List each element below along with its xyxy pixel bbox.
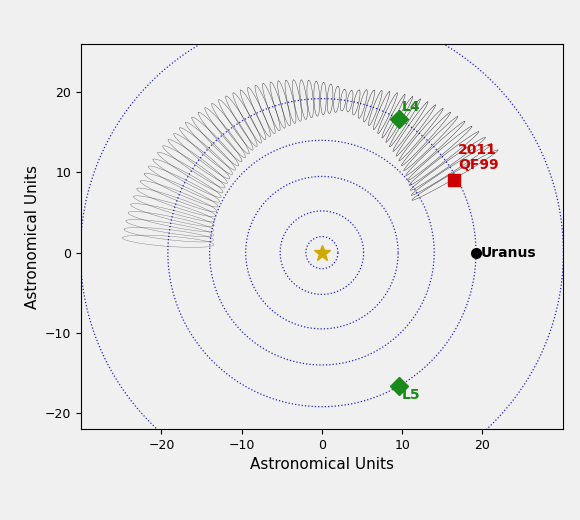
Text: L5: L5 bbox=[402, 388, 420, 402]
Text: Uranus: Uranus bbox=[481, 245, 536, 259]
Text: L4: L4 bbox=[402, 100, 420, 114]
X-axis label: Astronomical Units: Astronomical Units bbox=[250, 458, 394, 473]
Text: 2011
QF99: 2011 QF99 bbox=[458, 144, 499, 173]
Y-axis label: Astronomical Units: Astronomical Units bbox=[24, 165, 39, 308]
